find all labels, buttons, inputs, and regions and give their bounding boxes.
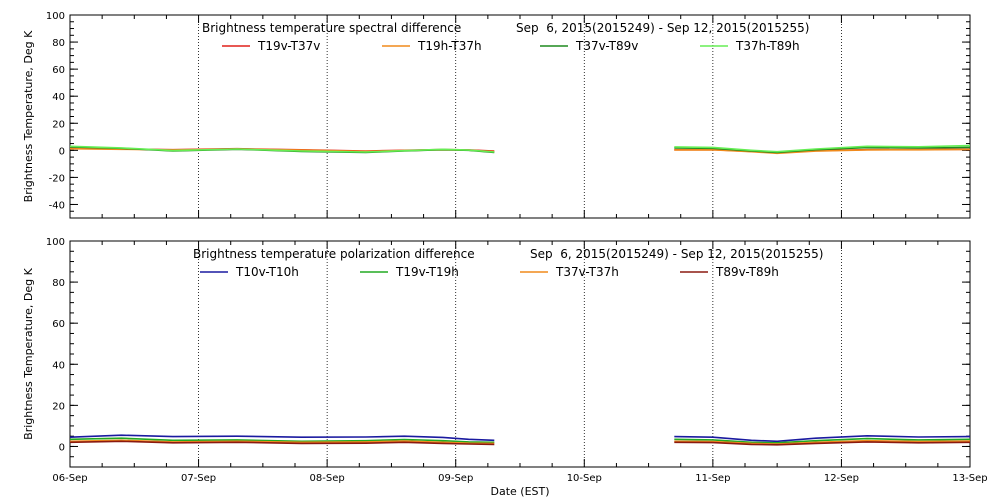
chart-title: Brightness temperature spectral differen… — [202, 21, 461, 35]
legend-label: T19h-T37h — [417, 39, 482, 53]
series-line-t10v-t10h — [674, 434, 971, 443]
x-tick-label: 08-Sep — [310, 473, 345, 484]
y-tick-label: 60 — [52, 65, 65, 76]
x-tick-label: 13-Sep — [952, 473, 987, 484]
y-tick-label: 0 — [59, 442, 65, 453]
x-tick-label: 06-Sep — [52, 473, 87, 484]
series-line-t19v-t19h — [69, 437, 495, 444]
y-axis-label: Brightness Temperature, Deg K — [22, 267, 35, 439]
chart-date-range: Sep 6, 2015(2015249) - Sep 12, 2015(2015… — [516, 21, 810, 35]
y-tick-label: -20 — [49, 173, 65, 184]
chart-title: Brightness temperature polarization diff… — [193, 247, 475, 261]
series-line-t19v-t19h — [674, 437, 971, 444]
y-tick-label: 40 — [52, 92, 65, 103]
legend-label: T10v-T10h — [235, 265, 299, 279]
x-tick-label: 12-Sep — [824, 473, 859, 484]
y-tick-label: 80 — [52, 38, 65, 49]
y-tick-label: 60 — [52, 319, 65, 330]
y-tick-label: 80 — [52, 278, 65, 289]
x-tick-label: 11-Sep — [695, 473, 730, 484]
y-tick-label: 40 — [52, 360, 65, 371]
series-line-t89v-t89h — [674, 441, 971, 446]
legend-label: T37h-T89h — [735, 39, 800, 53]
y-tick-label: 100 — [46, 237, 65, 248]
legend-label: T19v-T19h — [395, 265, 459, 279]
chart-date-range: Sep 6, 2015(2015249) - Sep 12, 2015(2015… — [530, 247, 824, 261]
series-line-t37h-t89h — [674, 144, 971, 153]
x-tick-label: 09-Sep — [438, 473, 473, 484]
legend-label: T37v-T37h — [555, 265, 619, 279]
series-line-t37v-t37h — [674, 439, 971, 445]
plot-frame-2 — [69, 240, 971, 468]
x-tick-label: 07-Sep — [181, 473, 216, 484]
legend-label: T89v-T89h — [715, 265, 779, 279]
y-tick-label: 20 — [52, 119, 65, 130]
series-line-t19h-t37h — [674, 148, 971, 155]
y-axis-label: Brightness Temperature, Deg K — [22, 30, 35, 202]
plot-frame-1 — [69, 14, 971, 219]
legend-label: T19v-T37v — [257, 39, 320, 53]
y-tick-label: -40 — [49, 200, 65, 211]
series-line-t37h-t89h — [69, 145, 495, 153]
series-line-t10v-t10h — [69, 434, 495, 442]
x-tick-label: 10-Sep — [567, 473, 602, 484]
series-line-t37v-t37h — [69, 439, 495, 445]
y-tick-label: 0 — [59, 146, 65, 157]
x-axis-label: Date (EST) — [490, 485, 549, 498]
series-line-t89v-t89h — [69, 440, 495, 446]
y-tick-label: 20 — [52, 401, 65, 412]
y-tick-label: 100 — [46, 11, 65, 22]
legend-label: T37v-T89v — [575, 39, 638, 53]
